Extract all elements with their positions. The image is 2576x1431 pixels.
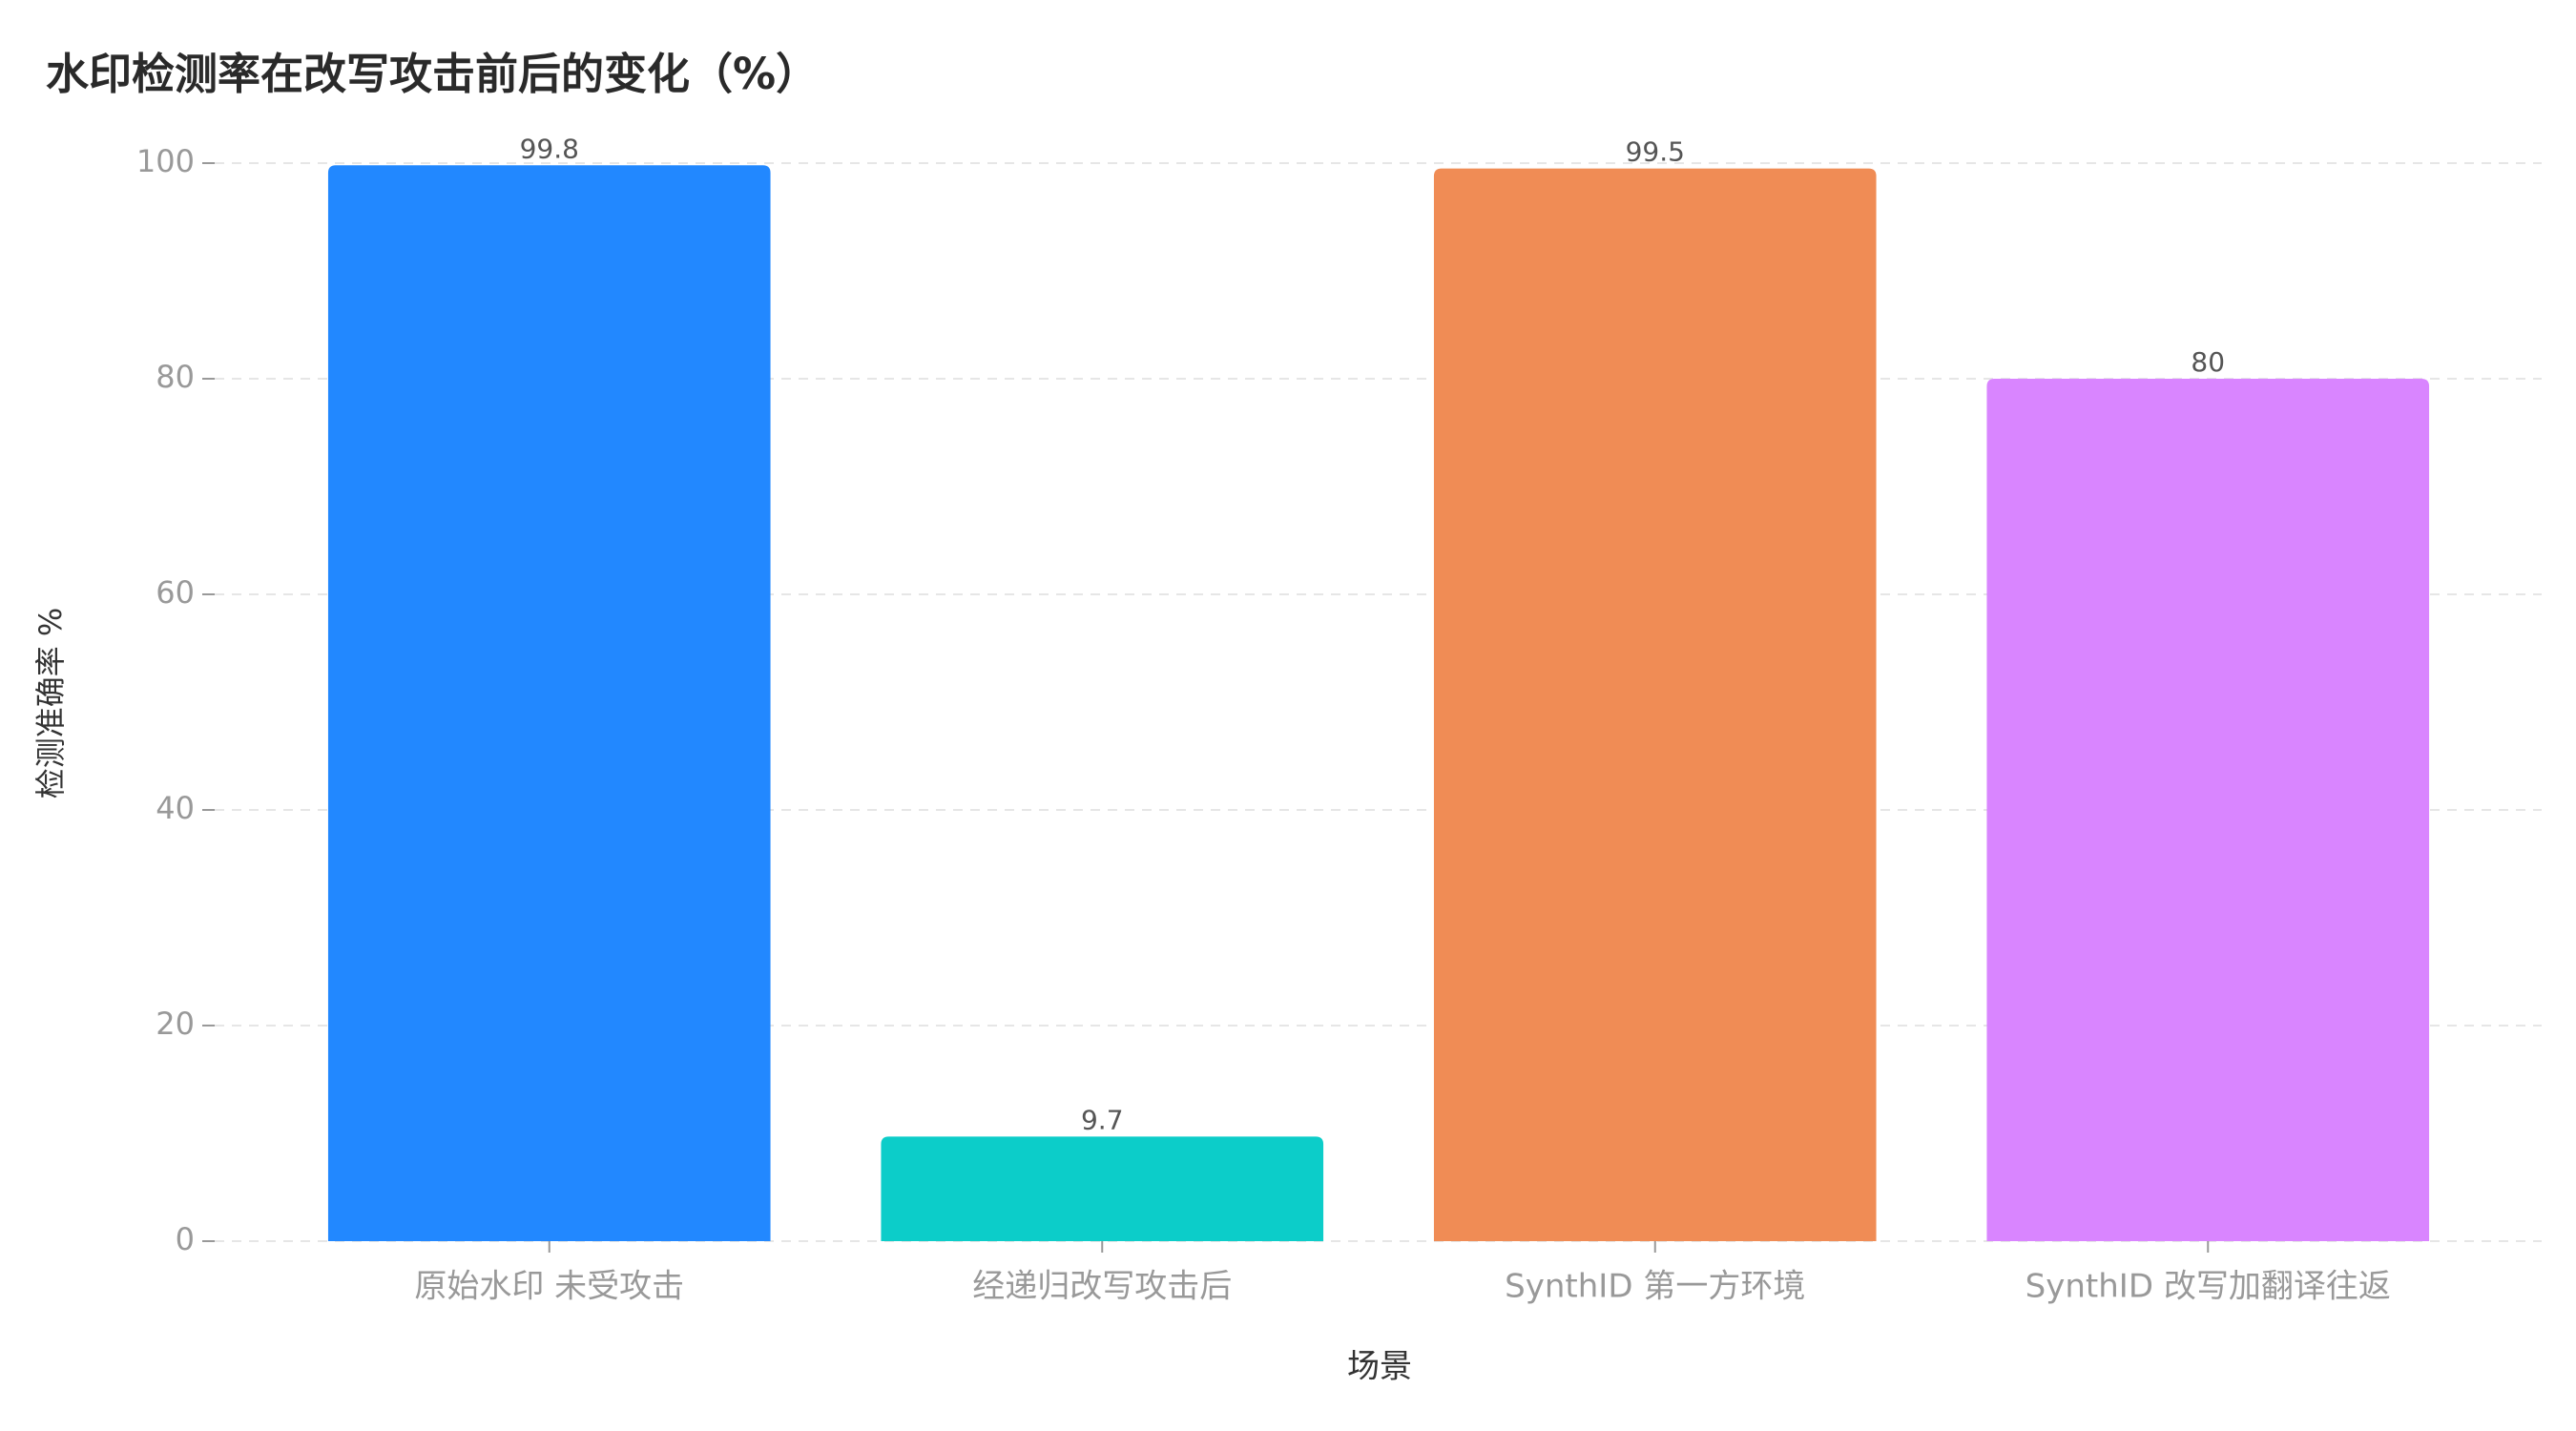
value-label: 99.8 xyxy=(520,133,579,164)
bar xyxy=(881,1136,1324,1241)
x-tick-label: 原始水印 未受攻击 xyxy=(414,1268,684,1306)
y-axis-label: 检测准确率 % xyxy=(32,608,69,799)
value-label: 99.5 xyxy=(1626,136,1685,168)
y-tick-label: 100 xyxy=(136,143,195,179)
y-tick-label: 40 xyxy=(156,790,195,826)
x-tick-label: SynthID 第一方环境 xyxy=(1505,1268,1805,1306)
y-tick-label: 20 xyxy=(156,1006,195,1042)
y-tick-label: 60 xyxy=(156,574,195,611)
bar xyxy=(1433,168,1877,1241)
bar xyxy=(327,165,771,1241)
y-tick-label: 0 xyxy=(176,1221,195,1257)
bar xyxy=(1986,379,2430,1241)
chart-title: 水印检测率在改写攻击前后的变化（%） xyxy=(46,49,819,99)
value-label: 80 xyxy=(2191,346,2225,378)
x-tick-label: 经递归改写攻击后 xyxy=(972,1268,1232,1306)
x-axis-label: 场景 xyxy=(1347,1348,1412,1386)
x-tick-label: SynthID 改写加翻译往返 xyxy=(2025,1268,2391,1306)
y-tick-label: 80 xyxy=(156,359,195,395)
value-label: 9.7 xyxy=(1081,1104,1124,1135)
